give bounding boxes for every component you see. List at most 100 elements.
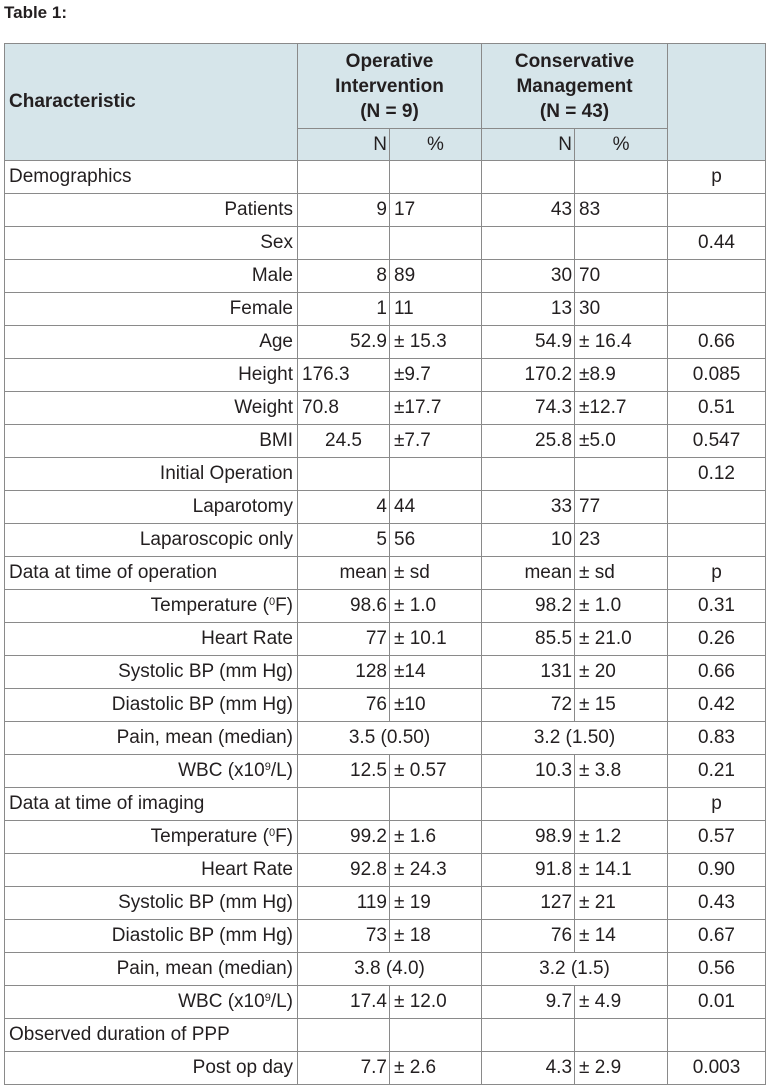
- table-row: Heart Rate 77 ± 10.1 85.5 ± 21.0 0.26: [4, 622, 767, 656]
- table-row: Age 52.9 ± 15.3 54.9 ± 16.4 0.66: [4, 325, 767, 359]
- operative-n-cell: [297, 226, 390, 260]
- p-value-cell: 0.01: [667, 985, 767, 1019]
- row-label: Systolic BP (mm Hg): [4, 886, 298, 920]
- p-value-cell: 0.31: [667, 589, 767, 623]
- operative-n-cell: 7.7: [297, 1051, 390, 1085]
- conservative-n-cell: 4.3: [481, 1051, 576, 1085]
- operative-header-line-1: Operative: [345, 50, 434, 72]
- operative-n-cell: 128: [297, 655, 390, 689]
- row-label-text: WBC (x10: [178, 991, 265, 1012]
- row-label-text: Demographics: [9, 166, 132, 187]
- p-value-cell: 0.57: [667, 820, 767, 854]
- section-row: Observed duration of PPP: [4, 1018, 767, 1052]
- table-row: Female 1 11 13 30: [4, 292, 767, 326]
- conservative-n-cell: 131: [481, 655, 576, 689]
- row-label-superscript: 0: [268, 827, 276, 839]
- operative-n-cell: 1: [297, 292, 390, 326]
- operative-pct-cell: ±17.7: [388, 391, 483, 425]
- operative-header-line-3: (N = 9): [360, 100, 419, 122]
- table-row: Systolic BP (mm Hg) 119 ± 19 127 ± 21 0.43: [4, 886, 767, 920]
- operative-n-cell: 73: [297, 919, 390, 953]
- conservative-pct-cell: ± 2.9: [574, 1051, 669, 1085]
- conservative-n-cell: 98.2: [481, 589, 576, 623]
- conservative-header-line-3: (N = 43): [539, 100, 610, 122]
- operative-pct-cell: ± 18: [388, 919, 483, 953]
- row-label-text: Heart Rate: [201, 859, 293, 880]
- conservative-pct-cell: 70: [574, 259, 669, 293]
- section-label: Data at time of imaging: [4, 787, 298, 821]
- conservative-pct-cell: 30: [574, 292, 669, 326]
- row-label-text: Pain, mean (median): [116, 727, 293, 748]
- operative-pct-cell: 17: [388, 193, 483, 227]
- conservative-n-cell: 9.7: [481, 985, 576, 1019]
- table-row: Heart Rate 92.8 ± 24.3 91.8 ± 14.1 0.90: [4, 853, 767, 887]
- operative-n-cell: 176.3: [297, 358, 390, 392]
- row-label-text: Weight: [234, 397, 293, 418]
- row-label: WBC (x109/L): [4, 754, 298, 788]
- operative-pct-cell: [388, 160, 483, 194]
- operative-pct-cell: ± sd: [388, 556, 483, 590]
- conservative-n-cell: 13: [481, 292, 576, 326]
- operative-pct-cell: [388, 1018, 483, 1052]
- table-row: Systolic BP (mm Hg) 128 ±14 131 ± 20 0.66: [4, 655, 767, 689]
- operative-n-cell: [297, 787, 390, 821]
- p-value-cell: 0.003: [667, 1051, 767, 1085]
- conservative-n-cell: 30: [481, 259, 576, 293]
- operative-value-cell: 3.8 (4.0): [296, 952, 483, 986]
- row-label: Post op day: [4, 1051, 298, 1085]
- row-label: Temperature (0F): [4, 589, 298, 623]
- row-label: Pain, mean (median): [4, 721, 298, 755]
- conservative-n-cell: 170.2: [481, 358, 576, 392]
- operative-pct-cell: ± 10.1: [388, 622, 483, 656]
- section-row: Demographics p: [4, 160, 767, 194]
- table-row: Diastolic BP (mm Hg) 76 ±10 72 ± 15 0.42: [4, 688, 767, 722]
- table-row: BMI 24.5 ±7.7 25.8 ±5.0 0.547: [4, 424, 767, 458]
- operative-n-cell: 17.4: [297, 985, 390, 1019]
- row-label-text: Temperature (: [150, 826, 269, 847]
- conservative-pct-cell: [574, 457, 669, 491]
- operative-n-header: N: [297, 128, 390, 161]
- operative-pct-cell: ± 0.57: [388, 754, 483, 788]
- p-value-cell: p: [667, 556, 767, 590]
- table-row: Temperature (0F) 99.2 ± 1.6 98.9 ± 1.2 0.57: [4, 820, 767, 854]
- row-label-text: Male: [251, 265, 293, 286]
- row-label: Female: [4, 292, 298, 326]
- p-value-cell: 0.51: [667, 391, 767, 425]
- row-label-text: Age: [259, 331, 293, 352]
- table-body: Demographics p Patients 9 17 43 83 Sex 0.44 Male 8…: [4, 160, 767, 1085]
- conservative-pct-cell: ± 16.4: [574, 325, 669, 359]
- operative-n-cell: 70.8: [297, 391, 390, 425]
- p-value-cell: [667, 292, 767, 326]
- operative-n-cell: [297, 160, 390, 194]
- section-label: Demographics: [4, 160, 298, 194]
- p-value-cell: 0.56: [667, 952, 767, 986]
- operative-pct-cell: ± 2.6: [388, 1051, 483, 1085]
- conservative-header-line-1: Conservative: [514, 50, 635, 72]
- conservative-n-cell: 74.3: [481, 391, 576, 425]
- conservative-n-cell: mean: [481, 556, 576, 590]
- conservative-pct-cell: ± 15: [574, 688, 669, 722]
- row-label: Sex: [4, 226, 298, 260]
- conservative-pct-cell: ± 4.9: [574, 985, 669, 1019]
- operative-pct-cell: 11: [388, 292, 483, 326]
- conservative-n-cell: [481, 1018, 576, 1052]
- table-row: Diastolic BP (mm Hg) 73 ± 18 76 ± 14 0.67: [4, 919, 767, 953]
- p-value-cell: 0.44: [667, 226, 767, 260]
- row-label: Heart Rate: [4, 853, 298, 887]
- operative-n-cell: 99.2: [297, 820, 390, 854]
- p-value-cell: p: [667, 160, 767, 194]
- conservative-pct-cell: ±12.7: [574, 391, 669, 425]
- conservative-pct-cell: [574, 787, 669, 821]
- operative-pct-cell: [388, 787, 483, 821]
- conservative-pct-cell: 83: [574, 193, 669, 227]
- p-value-cell: 0.547: [667, 424, 767, 458]
- operative-n-cell: 92.8: [297, 853, 390, 887]
- conservative-pct-cell: ± 21.0: [574, 622, 669, 656]
- row-label: Height: [4, 358, 298, 392]
- conservative-pct-cell: ± 3.8: [574, 754, 669, 788]
- p-value-cell: 0.67: [667, 919, 767, 953]
- operative-pct-cell: ±14: [388, 655, 483, 689]
- row-label-superscript: 0: [268, 596, 276, 608]
- row-label: Laparotomy: [4, 490, 298, 524]
- section-label: Data at time of operation: [4, 556, 298, 590]
